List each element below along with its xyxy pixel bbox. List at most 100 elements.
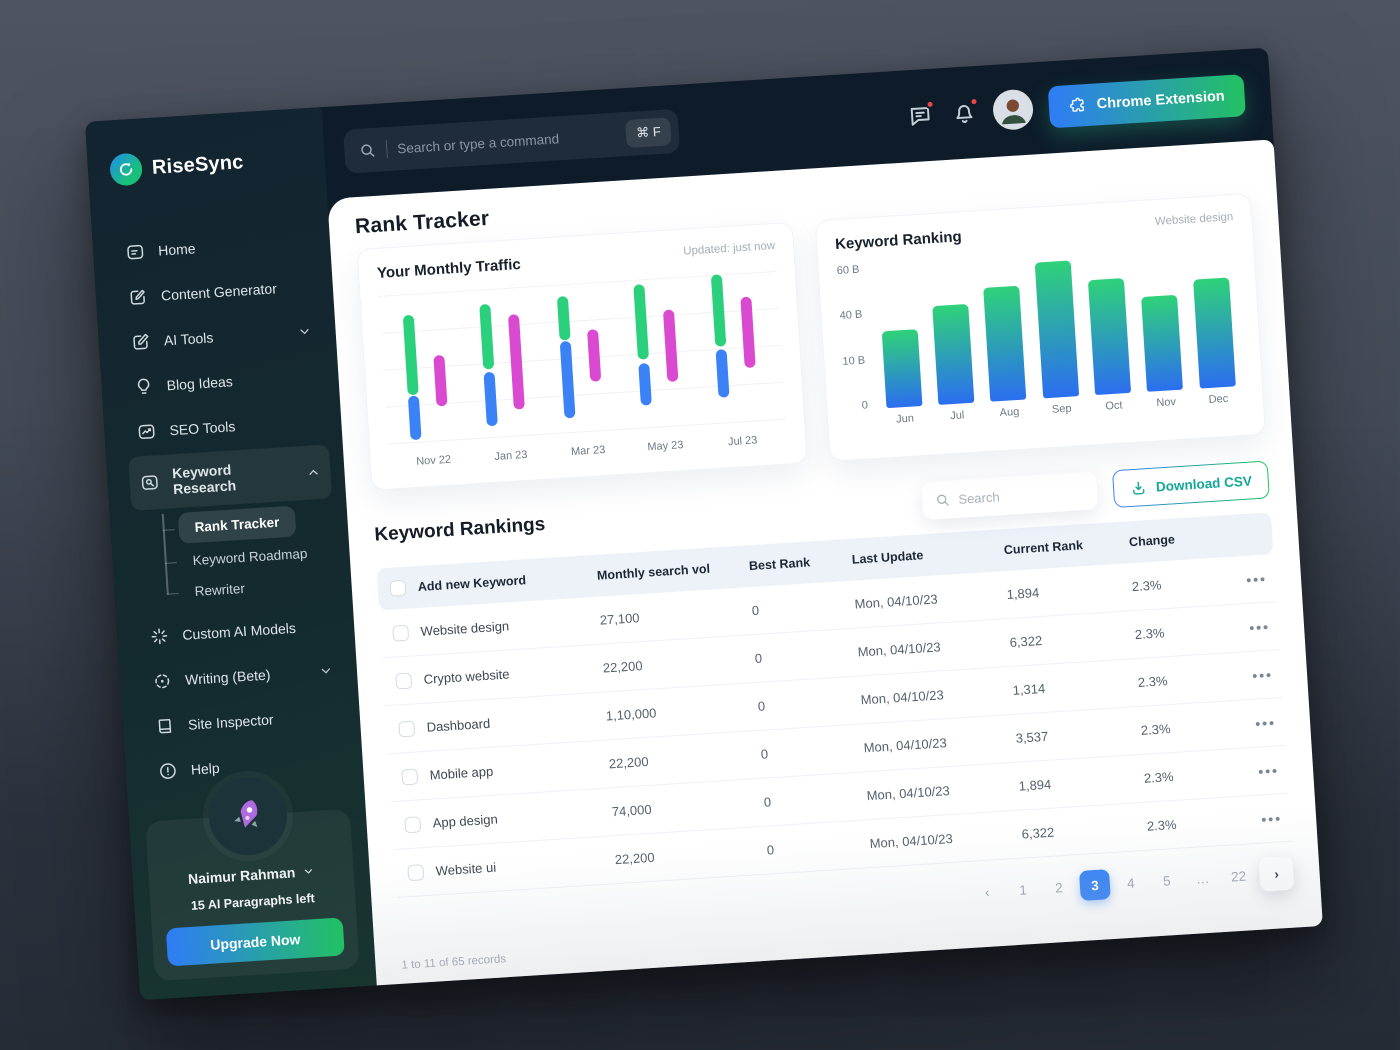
traffic-bar (483, 371, 499, 426)
keyword-badge: Website design (1154, 211, 1234, 229)
traffic-bar (710, 274, 726, 347)
select-all-checkbox[interactable] (389, 579, 407, 597)
row-menu-button[interactable]: ••• (1248, 618, 1271, 636)
row-checkbox[interactable] (395, 672, 413, 690)
brand-logo-icon (109, 152, 144, 187)
row-menu-button[interactable]: ••• (1257, 761, 1280, 780)
pagination-page-…[interactable]: … (1195, 870, 1210, 887)
pagination-page-2[interactable]: 2 (1054, 879, 1064, 896)
ranking-bar-group: Jun (877, 258, 923, 428)
sidebar-item-home[interactable]: Home (114, 220, 317, 275)
main-content: Rank Tracker Your Monthly Traffic Update… (327, 139, 1323, 986)
sparkle-icon (149, 626, 170, 647)
traffic-bar (479, 303, 495, 369)
search-icon (934, 491, 951, 508)
upgrade-button[interactable]: Upgrade Now (165, 917, 345, 967)
table-search[interactable] (921, 471, 1099, 521)
best-rank-cell: 0 (751, 602, 760, 619)
sidebar-subitem-rank-tracker[interactable]: Rank Tracker (177, 505, 297, 544)
traffic-bar (586, 328, 601, 382)
ranking-bar (881, 329, 923, 409)
divider (385, 140, 388, 159)
notifications-button[interactable] (950, 96, 979, 127)
sidebar-item-help[interactable]: Help (147, 739, 350, 794)
help-icon (157, 760, 178, 781)
x-tick-label: Jul (949, 409, 965, 423)
traffic-plot: Nov 22 Jan 23 Mar 23 May 23 Jul 23 (378, 270, 787, 468)
row-menu-button[interactable]: ••• (1251, 666, 1274, 684)
best-rank-cell: 0 (763, 794, 772, 810)
user-name-row[interactable]: Naimur Rahman (162, 862, 340, 889)
avatar[interactable] (993, 90, 1033, 129)
ranking-bar (983, 285, 1027, 402)
pagination-page-3[interactable]: 3 (1078, 869, 1111, 902)
pagination-page-5[interactable]: 5 (1162, 872, 1171, 889)
sidebar-item-keyword-research[interactable]: Keyword Research (128, 444, 333, 511)
x-tick-label: Mar 23 (570, 443, 606, 459)
row-checkbox[interactable] (404, 815, 422, 833)
best-rank-cell: 0 (754, 650, 763, 666)
last-update-cell: Mon, 04/10/23 (869, 830, 954, 852)
pen-tool-icon (130, 331, 151, 352)
traffic-group: May 23 (616, 276, 703, 453)
keyword-ranking-card: Keyword Ranking Website design 60 B 40 B 1… (814, 192, 1266, 462)
x-tick-label: Jul 23 (727, 434, 758, 449)
row-checkbox[interactable] (398, 720, 416, 737)
chrome-extension-button[interactable]: Chrome Extension (1047, 74, 1246, 129)
volume-cell: 74,000 (611, 801, 653, 820)
pagination-page-22[interactable]: 22 (1230, 868, 1247, 885)
global-search[interactable]: ⌘ F (342, 108, 681, 174)
row-menu-button[interactable]: ••• (1254, 713, 1277, 732)
messages-button[interactable] (906, 99, 935, 130)
row-checkbox[interactable] (407, 863, 425, 881)
x-tick-label: Jan 23 (494, 448, 528, 463)
row-checkbox[interactable] (392, 624, 410, 642)
sidebar: RiseSync Home Content Generator AI Tools (85, 107, 377, 1001)
change-cell: 2.3% (1137, 673, 1168, 690)
change-cell: 2.3% (1134, 625, 1165, 643)
download-csv-button[interactable]: Download CSV (1111, 460, 1270, 509)
keyword-cell: Website ui (435, 859, 497, 879)
sidebar-item-custom-ai-models[interactable]: Custom AI Models (138, 604, 341, 659)
ranking-bar (1088, 277, 1132, 396)
sidebar-item-content-generator[interactable]: Content Generator (117, 265, 320, 320)
pagination-page-4[interactable]: 4 (1126, 875, 1136, 891)
topbar-actions: Chrome Extension (906, 74, 1246, 137)
trend-chart-icon (136, 421, 157, 442)
shortcut-chip: ⌘ F (625, 117, 672, 149)
sidebar-item-label: Home (157, 240, 197, 259)
traffic-bar (402, 314, 419, 395)
table-search-input[interactable] (957, 483, 1086, 507)
rocket-illustration (206, 774, 289, 858)
pagination-page-1[interactable]: 1 (1018, 881, 1028, 898)
row-menu-button[interactable]: ••• (1260, 809, 1283, 827)
row-menu-button[interactable]: ••• (1245, 570, 1268, 588)
pagination-next[interactable]: › (1258, 855, 1295, 892)
sidebar-item-label: Blog Ideas (166, 373, 234, 394)
sidebar-item-site-inspector[interactable]: Site Inspector (144, 694, 347, 749)
sidebar-item-label: Help (190, 759, 221, 778)
sidebar-item-blog-ideas[interactable]: Blog Ideas (122, 355, 325, 410)
column-header: Add new Keyword (417, 573, 527, 595)
brand: RiseSync (109, 142, 312, 187)
sidebar-item-seo-tools[interactable]: SEO Tools (125, 399, 328, 454)
ranking-bar (1034, 260, 1079, 399)
card-title: Your Monthly Traffic (376, 255, 522, 282)
current-rank-cell: 1,314 (1012, 680, 1046, 698)
notification-dot (925, 99, 935, 110)
volume-cell: 1,10,000 (605, 705, 657, 724)
download-icon (1130, 479, 1148, 497)
sidebar-item-writing[interactable]: Writing (Bete) (141, 649, 344, 704)
change-cell: 2.3% (1131, 577, 1162, 595)
ranking-bar-group: Sep (1034, 248, 1080, 418)
sidebar-item-label: Writing (Bete) (184, 666, 271, 688)
column-header: Change (1128, 532, 1176, 550)
row-checkbox[interactable] (401, 767, 419, 785)
pagination-prev[interactable]: ‹ (984, 884, 990, 900)
search-input[interactable] (396, 127, 617, 156)
ranking-bar-group: Jul (929, 255, 975, 425)
ranking-bar-group: Aug (982, 252, 1028, 422)
column-header: Last Update (851, 548, 924, 567)
user-card: Naimur Rahman 15 AI Paragraphs left Upgr… (145, 774, 360, 982)
sidebar-item-ai-tools[interactable]: AI Tools (120, 310, 323, 365)
